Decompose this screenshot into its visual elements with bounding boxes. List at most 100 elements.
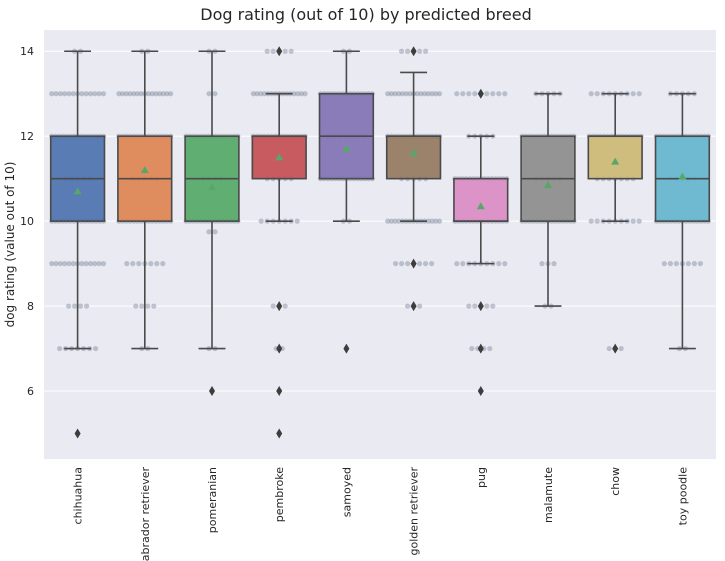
swarm-point xyxy=(422,91,428,97)
swarm-point xyxy=(70,261,76,267)
outlier-marker xyxy=(276,46,283,57)
swarm-point xyxy=(156,91,163,97)
swarm-point xyxy=(84,303,90,309)
swarm-point xyxy=(261,91,268,97)
swarm-point xyxy=(270,48,276,54)
swarm-point xyxy=(388,218,395,224)
y-tick-label: 12 xyxy=(20,130,34,143)
y-tick-label: 10 xyxy=(20,215,34,228)
x-tick-label: chihuahua xyxy=(72,467,85,524)
swarm-point xyxy=(472,91,478,97)
swarm-point xyxy=(539,261,545,267)
swarm-point xyxy=(667,261,674,267)
x-tick-label: labrador retriever xyxy=(139,467,152,561)
outlier-marker xyxy=(276,343,283,354)
swarm-point xyxy=(496,91,502,97)
swarm-point xyxy=(154,261,160,267)
swarm-point xyxy=(57,91,63,97)
y-tick-label: 6 xyxy=(27,385,34,398)
swarm-point xyxy=(551,261,557,267)
mean-marker xyxy=(140,166,149,174)
swarm-point xyxy=(418,91,424,97)
swarm-point xyxy=(72,303,78,309)
box-chihuahua xyxy=(49,50,106,439)
x-tick-label: pembroke xyxy=(273,467,286,522)
swarm-point xyxy=(145,91,152,97)
box-golden-retriever xyxy=(385,46,442,312)
outlier-marker xyxy=(477,88,484,99)
swarm-point xyxy=(385,91,391,97)
swarm-point xyxy=(120,91,126,97)
swarm-point xyxy=(62,91,68,97)
swarm-point xyxy=(294,218,300,224)
swarm-point xyxy=(436,91,443,97)
swarm-point xyxy=(429,261,435,267)
swarm-point xyxy=(49,91,55,97)
swarm-point xyxy=(399,91,406,97)
swarm-point xyxy=(258,218,264,224)
swarm-point xyxy=(298,91,304,97)
x-tick-labels: chihuahua labrador retriever pomeranian pem… xyxy=(72,467,690,561)
swarm-point xyxy=(160,261,166,267)
outlier-marker xyxy=(209,386,215,397)
y-tick-label: 14 xyxy=(20,45,34,58)
outlier-marker xyxy=(612,343,619,354)
mean-marker xyxy=(476,202,485,210)
swarm-point xyxy=(164,91,170,97)
outlier-marker xyxy=(477,386,484,397)
swarm-point xyxy=(93,345,99,352)
chart-title: Dog rating (out of 10) by predicted bree… xyxy=(200,5,531,24)
x-tick-label: pug xyxy=(475,467,488,488)
swarm-point xyxy=(414,91,420,97)
swarm-point xyxy=(96,261,102,267)
swarm-point xyxy=(282,48,288,54)
swarm-point xyxy=(425,218,431,224)
swarm-point xyxy=(79,91,85,97)
swarm-point xyxy=(490,303,496,309)
swarm-point xyxy=(454,91,460,97)
swarm-point xyxy=(136,261,142,267)
swarm-point xyxy=(124,261,130,267)
swarm-point xyxy=(254,91,260,97)
swarm-point xyxy=(407,91,413,97)
swarm-point xyxy=(288,48,294,54)
swarm-point xyxy=(149,91,155,97)
swarm-point xyxy=(134,91,141,97)
swarm-point xyxy=(399,261,405,267)
swarm-point xyxy=(57,345,63,352)
swarm-point xyxy=(472,303,478,309)
swarm-point xyxy=(618,345,624,352)
mean-marker xyxy=(544,181,552,189)
mean-marker xyxy=(342,144,351,152)
swarm-point xyxy=(212,91,218,97)
swarm-point xyxy=(250,91,256,97)
outlier-marker xyxy=(477,343,484,354)
box-samoyed xyxy=(318,50,375,354)
swarm-point xyxy=(594,218,600,224)
y-tick-labels: 6 8 10 12 14 xyxy=(20,45,34,398)
outlier-marker xyxy=(410,301,417,312)
swarm-point xyxy=(212,229,218,235)
x-tick-label: toy poodle xyxy=(676,467,689,526)
swarm-point xyxy=(291,91,297,97)
swarm-point xyxy=(79,261,85,267)
swarm-point xyxy=(396,218,402,224)
swarm-point xyxy=(691,261,698,267)
outlier-marker xyxy=(477,301,484,312)
swarm-point xyxy=(417,261,423,267)
swarm-point xyxy=(302,91,308,97)
outlier-marker xyxy=(276,428,283,439)
swarm-point xyxy=(148,261,154,267)
y-axis-label: dog rating (value out of 10) xyxy=(3,162,17,328)
swarm-point xyxy=(92,261,98,267)
swarm-point xyxy=(490,91,496,97)
swarm-point xyxy=(403,91,409,97)
swarm-point xyxy=(496,261,502,267)
outlier-marker xyxy=(74,428,81,439)
swarm-point xyxy=(454,261,460,267)
swarm-point xyxy=(87,91,94,97)
swarm-point xyxy=(393,261,399,267)
swarm-point xyxy=(270,303,276,309)
swarm-point xyxy=(49,261,55,267)
